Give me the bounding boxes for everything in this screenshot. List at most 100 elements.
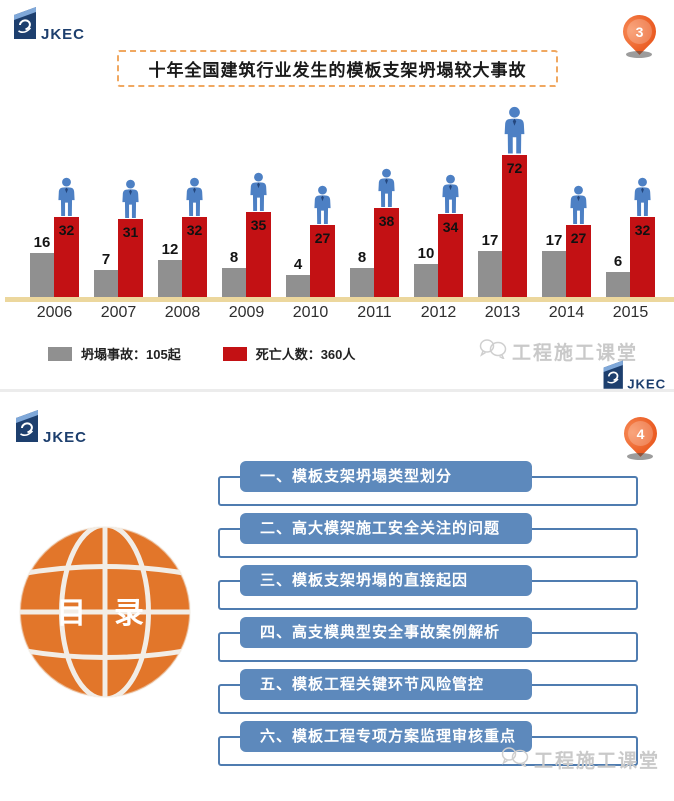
- x-axis-label: 2015: [612, 304, 649, 321]
- x-axis-label: 2007: [100, 304, 137, 321]
- toc-item-5: 五、模板工程关键环节风险管控: [218, 669, 642, 715]
- person-icon: [373, 168, 400, 209]
- jkec-logo: JKEC: [12, 6, 85, 45]
- deaths-bar: [630, 217, 655, 297]
- deaths-bar: [310, 225, 335, 297]
- toc-item-3: 三、模板支架坍塌的直接起因: [218, 565, 642, 611]
- chart-legend: 坍塌事故：105起 死亡人数：360人: [48, 344, 355, 363]
- slide-divider: [0, 389, 674, 392]
- deaths-value-label: 27: [570, 230, 587, 246]
- deaths-bar: [118, 219, 143, 297]
- bar-group-2010: 4 27 2010: [286, 108, 336, 321]
- chart-title-box: 十年全国建筑行业发生的模板支架坍塌较大事故: [117, 50, 558, 87]
- deaths-bar: [566, 225, 591, 297]
- x-axis-label: 2006: [36, 304, 73, 321]
- legend-swatch-deaths: [222, 346, 247, 361]
- accidents-bar: [286, 275, 310, 297]
- accidents-bar: [158, 260, 182, 297]
- toc-item-label: 三、模板支架坍塌的直接起因: [240, 565, 532, 596]
- deaths-value-label: 31: [122, 224, 139, 240]
- deaths-value-label: 27: [314, 230, 331, 246]
- slide-table-of-contents: JKEC 4 目 录 一、模板支架坍塌类型划分 二、高大模架施工安全: [0, 393, 674, 801]
- accidents-value-label: 16: [33, 234, 51, 251]
- page-number: 3: [635, 23, 643, 40]
- deaths-bar: [438, 214, 463, 297]
- toc-item-6: 六、模板工程专项方案监理审核重点: [218, 721, 642, 767]
- bar-group-2006: 16 32 2006: [30, 108, 80, 321]
- slide-accident-chart: JKEC 3 十年全国建筑行业发生的模板支架坍塌较大事故 16 32 2006 7 3…: [0, 0, 674, 391]
- deaths-bar: [54, 217, 79, 297]
- accidents-bar: [350, 268, 374, 297]
- legend-swatch-accidents: [48, 346, 72, 361]
- bar-group-2011: 8 38 2011: [350, 108, 400, 321]
- person-icon: [117, 179, 144, 220]
- jkec-logo-icon: [602, 360, 625, 394]
- x-axis-label: 2011: [357, 304, 392, 321]
- jkec-logo-watermark: JKEC: [602, 360, 666, 394]
- person-icon: [437, 174, 464, 215]
- toc-item-1: 一、模板支架坍塌类型划分: [218, 461, 642, 507]
- accidents-bar: [30, 253, 54, 297]
- jkec-logo-text: JKEC: [41, 26, 86, 43]
- toc-item-2: 二、高大模架施工安全关注的问题: [218, 513, 642, 559]
- x-axis-label: 2014: [548, 304, 585, 321]
- chat-bubbles-icon: [500, 745, 530, 773]
- person-icon: [629, 177, 656, 218]
- toc-item-label: 一、模板支架坍塌类型划分: [240, 461, 532, 492]
- toc-item-label: 二、高大模架施工安全关注的问题: [240, 513, 532, 544]
- accidents-bar: [478, 251, 502, 297]
- jkec-logo: JKEC: [14, 409, 87, 448]
- watermark: 工程施工课堂: [478, 337, 638, 365]
- x-axis-label: 2012: [420, 304, 457, 321]
- bar-group-2008: 12 32 2008: [158, 108, 207, 321]
- accidents-bar: [542, 251, 566, 297]
- x-axis-label: 2009: [228, 304, 265, 321]
- deaths-value-label: 34: [442, 219, 459, 235]
- chat-bubbles-icon: [478, 337, 508, 365]
- x-axis-label: 2010: [292, 304, 329, 321]
- page-number-pin-icon: 4: [616, 410, 664, 460]
- accidents-value-label: 10: [417, 245, 435, 262]
- deaths-bar: [246, 212, 271, 297]
- x-axis-label: 2008: [164, 304, 201, 321]
- bar-group-2012: 10 34 2012: [414, 108, 464, 321]
- accidents-bar: [222, 268, 246, 297]
- bar-chart: 16 32 2006 7 31 2007 12 32 2008 8 35 2009 4 27 20…: [0, 106, 674, 321]
- deaths-bar: [502, 155, 527, 297]
- toc-item-label: 五、模板工程关键环节风险管控: [240, 669, 532, 700]
- accidents-bar: [414, 264, 438, 297]
- accidents-value-label: 8: [229, 249, 239, 266]
- chart-axis-line: [5, 297, 674, 302]
- deaths-value-label: 32: [634, 222, 651, 238]
- accidents-value-label: 4: [293, 256, 303, 273]
- pin-shadow: [626, 51, 652, 58]
- bar-group-2007: 7 31 2007: [94, 108, 144, 321]
- jkec-logo-icon: [12, 6, 38, 45]
- person-icon: [498, 106, 531, 156]
- accidents-value-label: 7: [101, 251, 111, 268]
- accidents-value-label: 8: [357, 249, 367, 266]
- accidents-value-label: 6: [613, 253, 623, 270]
- person-icon: [53, 177, 80, 218]
- bar-group-2014: 17 27 2014: [542, 108, 592, 321]
- deaths-value-label: 72: [506, 160, 523, 176]
- accidents-bar: [606, 272, 630, 297]
- accidents-value-label: 12: [161, 241, 179, 258]
- watermark-text: 工程施工课堂: [511, 342, 638, 364]
- page-number-pin-icon: 3: [615, 8, 663, 58]
- bar-group-2015: 6 32 2015: [606, 108, 656, 321]
- deaths-bar: [182, 217, 207, 297]
- watermark-text: 工程施工课堂: [533, 750, 660, 772]
- person-icon: [309, 185, 336, 226]
- deaths-bar: [374, 208, 399, 297]
- x-axis-label: 2013: [484, 304, 521, 321]
- toc-item-label: 六、模板工程专项方案监理审核重点: [240, 721, 532, 752]
- pin-shadow: [627, 453, 653, 460]
- globe-icon: 目 录: [16, 523, 194, 701]
- accidents-value-label: 17: [481, 232, 499, 249]
- deaths-value-label: 32: [58, 222, 75, 238]
- legend-label-accidents: 坍塌事故：105起: [81, 347, 181, 362]
- accidents-bar: [94, 270, 118, 297]
- person-icon: [565, 185, 592, 226]
- toc-item-label: 四、高支模典型安全事故案例解析: [240, 617, 532, 648]
